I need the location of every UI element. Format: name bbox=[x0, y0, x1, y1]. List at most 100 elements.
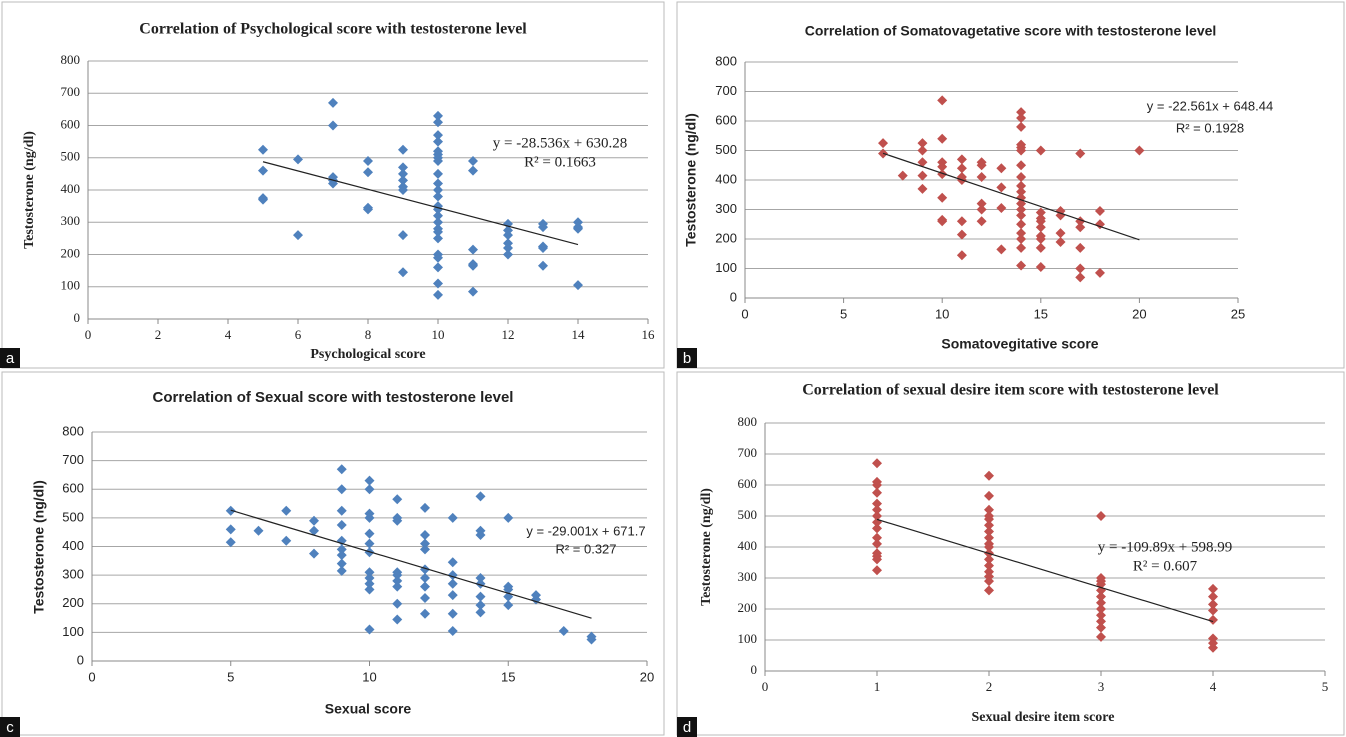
point bbox=[984, 542, 994, 552]
y-tick-label: 600 bbox=[61, 116, 81, 131]
point bbox=[917, 138, 928, 149]
point bbox=[433, 262, 443, 273]
point bbox=[1208, 599, 1218, 610]
point bbox=[996, 182, 1007, 193]
point bbox=[398, 162, 408, 173]
point bbox=[956, 229, 967, 240]
point bbox=[433, 185, 443, 195]
point bbox=[398, 168, 408, 179]
point bbox=[475, 600, 486, 611]
point bbox=[1096, 511, 1106, 521]
point bbox=[503, 249, 513, 260]
point bbox=[447, 512, 458, 523]
point bbox=[433, 278, 443, 289]
point bbox=[309, 515, 319, 526]
point bbox=[364, 624, 375, 635]
x-tick-label: 2 bbox=[155, 327, 162, 342]
y-tick-label: 100 bbox=[61, 278, 81, 293]
panel-tag: a bbox=[6, 350, 15, 367]
point bbox=[364, 512, 375, 523]
point bbox=[1096, 591, 1106, 602]
point bbox=[420, 538, 430, 549]
point bbox=[1035, 262, 1046, 273]
point bbox=[1208, 642, 1218, 653]
point bbox=[225, 537, 236, 548]
y-tick-label: 400 bbox=[62, 538, 84, 553]
y-tick-label: 800 bbox=[62, 423, 84, 438]
point bbox=[872, 511, 882, 521]
point bbox=[984, 520, 994, 531]
point bbox=[937, 216, 948, 227]
point bbox=[475, 591, 486, 602]
panel-tag: c bbox=[6, 719, 14, 736]
point bbox=[538, 243, 548, 254]
chart-title: Correlation of Psychological score with … bbox=[139, 21, 527, 38]
point bbox=[475, 607, 486, 618]
x-tick-label: 5 bbox=[840, 306, 847, 321]
point bbox=[937, 95, 948, 106]
y-tick-label: 100 bbox=[738, 631, 758, 646]
point bbox=[984, 560, 994, 571]
point bbox=[976, 198, 987, 209]
y-tick-label: 500 bbox=[62, 509, 84, 524]
y-tick-label: 0 bbox=[751, 662, 758, 677]
point bbox=[984, 490, 994, 501]
y-tick-label: 400 bbox=[738, 538, 758, 553]
x-tick-label: 12 bbox=[502, 327, 515, 342]
point bbox=[398, 175, 408, 186]
point bbox=[503, 600, 514, 611]
point bbox=[1096, 622, 1106, 633]
point bbox=[433, 155, 443, 166]
point bbox=[225, 524, 236, 535]
point bbox=[573, 280, 583, 291]
point bbox=[984, 585, 994, 596]
y-tick-label: 700 bbox=[715, 83, 737, 98]
point bbox=[420, 608, 430, 619]
point bbox=[363, 167, 373, 178]
panel: Correlation of sexual desire item score … bbox=[676, 371, 1345, 737]
point bbox=[976, 172, 987, 183]
y-tick-label: 600 bbox=[62, 481, 84, 496]
panel-tag: d bbox=[683, 719, 691, 736]
y-tick-label: 700 bbox=[61, 84, 81, 99]
point bbox=[1208, 591, 1218, 602]
point bbox=[1035, 145, 1046, 156]
point bbox=[433, 191, 443, 202]
equation: R² = 0.1928 bbox=[1176, 120, 1244, 135]
point bbox=[336, 550, 347, 561]
point bbox=[433, 226, 443, 237]
point bbox=[281, 505, 292, 516]
x-axis-label: Somatovegitative score bbox=[941, 336, 1098, 352]
point bbox=[468, 155, 478, 166]
equation: R² = 0.327 bbox=[555, 541, 616, 556]
point bbox=[503, 230, 513, 241]
point bbox=[328, 120, 338, 131]
y-tick-label: 700 bbox=[62, 452, 84, 467]
point bbox=[363, 155, 373, 166]
point bbox=[1035, 207, 1046, 218]
x-tick-label: 4 bbox=[225, 327, 232, 342]
point bbox=[433, 178, 443, 189]
y-tick-label: 300 bbox=[715, 201, 737, 216]
point bbox=[984, 526, 994, 537]
point bbox=[1075, 263, 1086, 274]
panel-frame bbox=[1, 371, 665, 736]
point bbox=[363, 204, 373, 215]
point bbox=[1016, 180, 1027, 191]
point bbox=[917, 145, 928, 156]
y-tick-label: 600 bbox=[738, 476, 758, 491]
y-tick-label: 0 bbox=[730, 289, 737, 304]
point bbox=[364, 484, 375, 495]
equation: y = -109.89x + 598.99 bbox=[1098, 539, 1232, 555]
point bbox=[447, 557, 458, 568]
point bbox=[872, 498, 882, 509]
point bbox=[872, 532, 882, 543]
point bbox=[937, 192, 948, 203]
point bbox=[872, 480, 882, 490]
panel: Correlation of Sexual score with testost… bbox=[0, 371, 665, 737]
point bbox=[1016, 219, 1027, 230]
y-axis-label: Testosterone (ng/dl) bbox=[22, 131, 37, 249]
point bbox=[336, 565, 347, 576]
point bbox=[1096, 610, 1106, 621]
x-tick-label: 25 bbox=[1231, 306, 1245, 321]
